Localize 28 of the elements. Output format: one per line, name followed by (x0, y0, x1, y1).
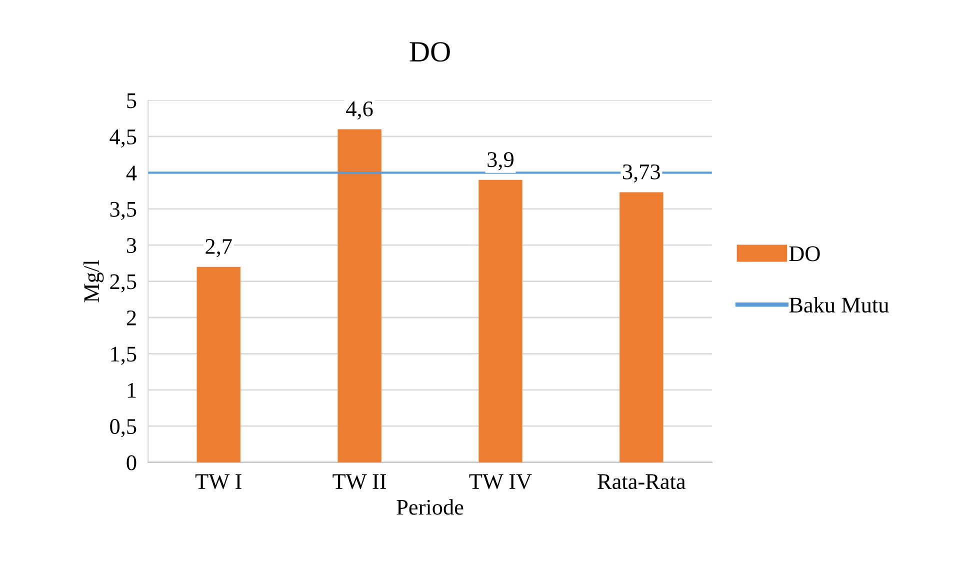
y-tick-label: 1,5 (111, 346, 136, 365)
y-tick-label: 3,5 (110, 202, 136, 220)
x-tick-label: Rata-Rata (598, 474, 686, 490)
x-tick-label: TW IV (469, 474, 532, 490)
data-label: 4,6 (346, 101, 373, 120)
y-tick-label: 5 (127, 93, 136, 108)
x-tick-label: TW I (195, 474, 242, 490)
y-axis-title: Mg/l (83, 260, 104, 302)
y-tick-label: 4 (126, 166, 137, 180)
x-axis-title: Periode (396, 499, 464, 515)
y-tick-label: 0 (126, 455, 136, 470)
bar (478, 180, 522, 462)
y-tick-label: 3 (126, 238, 136, 254)
bar (620, 192, 664, 462)
bar (196, 266, 240, 462)
bar (338, 129, 382, 462)
y-tick-label: 2,5 (110, 274, 136, 292)
y-tick-label: 2 (126, 310, 136, 326)
y-tick-label: 4,5 (110, 130, 136, 148)
x-tick-label: TW II (332, 474, 386, 490)
legend-label: DO (789, 246, 820, 262)
data-label: 3,9 (488, 152, 514, 170)
chart-title: DO (410, 42, 450, 62)
y-tick-label: 1 (128, 382, 136, 398)
data-label: 2,7 (206, 239, 232, 258)
data-label: 3,73 (623, 164, 660, 183)
y-tick-label: 0,5 (110, 419, 136, 438)
legend-label: Baku Mutu (789, 296, 889, 313)
